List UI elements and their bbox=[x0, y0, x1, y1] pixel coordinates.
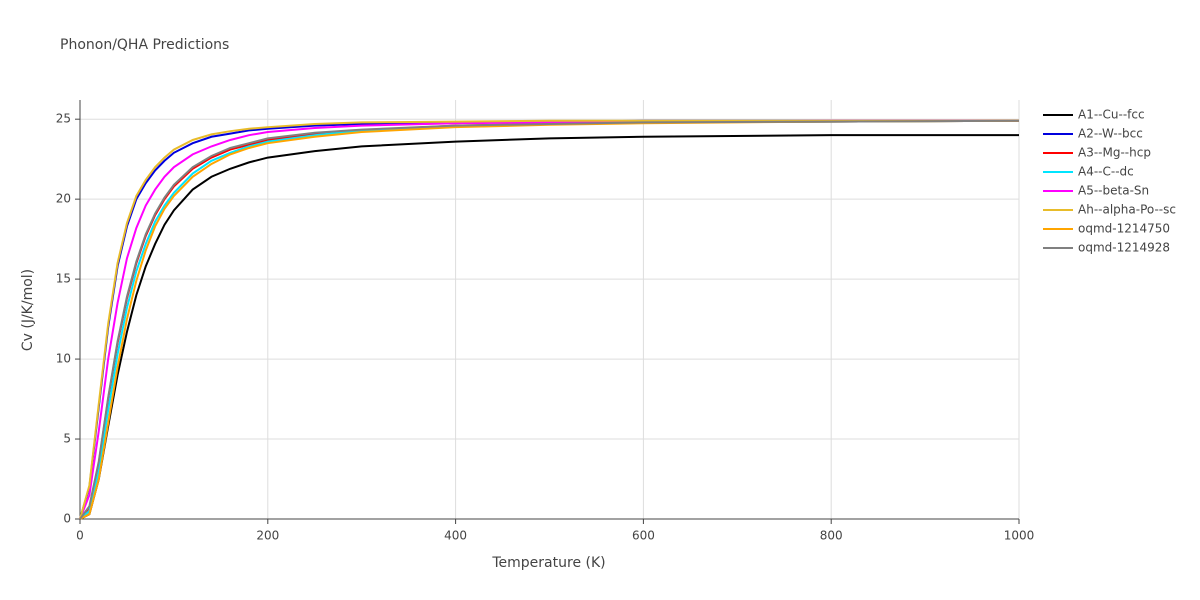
series-line bbox=[79, 119, 1020, 520]
x-tick-label: 200 bbox=[256, 529, 279, 543]
legend-label: Ah--alpha-Po--sc bbox=[1078, 203, 1176, 217]
x-tick-label: 800 bbox=[820, 529, 843, 543]
series-line bbox=[79, 134, 1019, 520]
legend-label: A5--beta-Sn bbox=[1078, 184, 1149, 198]
series-line bbox=[79, 119, 1019, 520]
legend-label: A2--W--bcc bbox=[1078, 127, 1143, 141]
x-tick-label: 400 bbox=[444, 529, 467, 543]
y-tick-label: 15 bbox=[56, 272, 71, 286]
series-line bbox=[79, 119, 1020, 520]
y-tick-label: 0 bbox=[63, 512, 71, 526]
legend-label: oqmd-1214928 bbox=[1078, 241, 1170, 255]
x-tick-label: 1000 bbox=[1004, 529, 1035, 543]
series-line bbox=[79, 119, 1019, 520]
series-line bbox=[79, 119, 1020, 520]
legend-label: oqmd-1214750 bbox=[1078, 222, 1170, 236]
y-axis-title: Cv (J/K/mol) bbox=[20, 269, 36, 351]
y-tick-label: 10 bbox=[56, 352, 71, 366]
y-tick-label: 25 bbox=[56, 112, 71, 126]
x-tick-label: 0 bbox=[76, 529, 84, 543]
x-tick-label: 600 bbox=[632, 529, 655, 543]
chart-title: Phonon/QHA Predictions bbox=[60, 37, 229, 53]
legend-label: A1--Cu--fcc bbox=[1078, 108, 1145, 122]
legend-label: A3--Mg--hcp bbox=[1078, 146, 1151, 160]
series-line bbox=[79, 119, 1020, 520]
y-tick-label: 20 bbox=[56, 192, 71, 206]
legend-label: A4--C--dc bbox=[1078, 165, 1134, 179]
y-tick-label: 5 bbox=[63, 432, 71, 446]
series-line bbox=[79, 119, 1019, 520]
x-axis-title: Temperature (K) bbox=[491, 555, 605, 571]
